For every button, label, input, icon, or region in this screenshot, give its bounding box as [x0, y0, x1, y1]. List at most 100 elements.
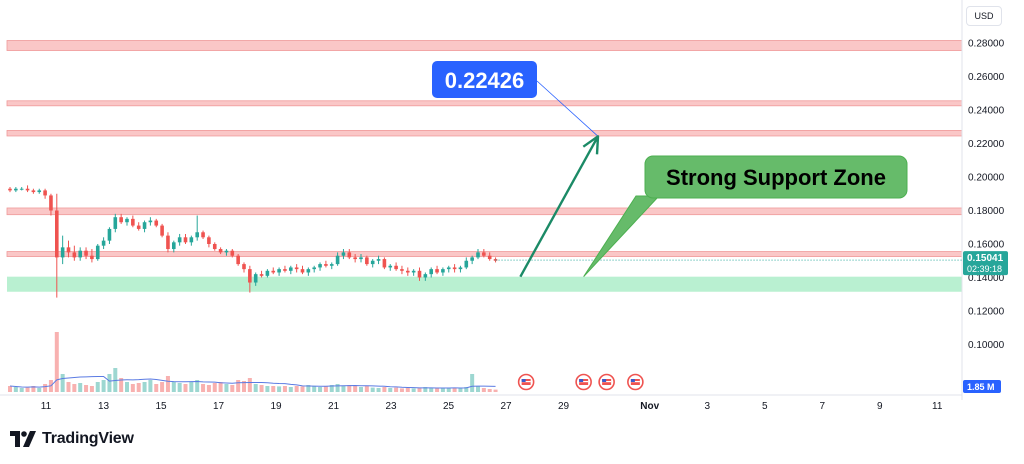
volume-bar	[242, 381, 246, 392]
candle	[201, 230, 205, 239]
candle-body	[376, 259, 381, 261]
candle-body	[148, 220, 153, 223]
candle	[382, 257, 387, 270]
time-tick-label: Nov	[640, 401, 659, 412]
price-tick-label: 0.20000	[968, 173, 1005, 184]
candle	[446, 265, 451, 273]
economic-event-icon[interactable]	[517, 373, 535, 391]
candle	[394, 262, 398, 271]
volume-bar	[288, 387, 293, 392]
candle	[271, 267, 276, 275]
candle-body	[183, 237, 188, 243]
candle	[370, 259, 375, 268]
candle	[470, 255, 474, 265]
time-tick-label: 5	[762, 401, 768, 412]
candle	[207, 235, 211, 248]
time-tick-label: 17	[213, 401, 225, 412]
volume-bar	[72, 384, 77, 392]
target-price-text: 0.22426	[445, 68, 525, 93]
volume-bar	[429, 388, 434, 392]
economic-event-icon[interactable]	[575, 373, 592, 391]
candle-body	[8, 188, 12, 191]
volume-bar	[130, 384, 135, 392]
price-tick-label: 0.28000	[968, 39, 1005, 50]
upward-arrow-head	[582, 135, 600, 155]
volume-bar	[60, 374, 65, 392]
price-tick-label: 0.26000	[968, 72, 1005, 83]
candle	[335, 252, 340, 266]
candle	[242, 262, 246, 273]
candle	[131, 215, 135, 228]
candle	[230, 249, 235, 258]
candle	[78, 247, 82, 261]
economic-event-icon[interactable]	[627, 373, 644, 391]
candle-body	[236, 255, 240, 265]
candle	[300, 265, 305, 275]
candle	[411, 269, 416, 276]
volume-bar	[160, 382, 165, 392]
candle	[435, 265, 439, 275]
candle	[341, 249, 346, 260]
candle	[306, 267, 311, 276]
time-tick-label: 13	[98, 401, 110, 412]
support-zone	[7, 276, 962, 292]
volume-bar	[376, 388, 381, 392]
volume-bar	[405, 388, 410, 392]
candle	[19, 187, 24, 191]
volume-bar	[253, 384, 258, 392]
candle	[417, 267, 422, 281]
candle	[212, 242, 217, 251]
candle-body	[37, 190, 42, 193]
candle	[324, 260, 328, 268]
candle	[253, 272, 258, 286]
brand-name: TradingView	[42, 430, 134, 447]
volume-bar	[136, 383, 141, 392]
candle	[400, 265, 404, 275]
volume-bar	[300, 386, 305, 392]
volume-bar	[277, 386, 282, 392]
candle-body	[470, 257, 474, 261]
candle-body	[90, 255, 94, 260]
volume-bar	[347, 385, 352, 392]
volume-bar	[236, 380, 241, 392]
volume-bar	[107, 374, 112, 392]
candle-body	[43, 190, 47, 196]
candle-body	[113, 217, 118, 229]
volume-bar	[359, 387, 363, 392]
volume-bar	[8, 386, 12, 392]
candle	[136, 222, 141, 231]
tradingview-logo-icon	[10, 431, 36, 447]
candle-body	[382, 259, 387, 268]
candle-body	[452, 267, 457, 270]
candle	[283, 265, 287, 273]
price-tick-label: 0.10000	[968, 340, 1005, 351]
candle	[84, 247, 88, 260]
candle	[154, 218, 159, 228]
candle	[148, 217, 153, 226]
volume-bar	[353, 386, 358, 392]
candle	[107, 227, 112, 244]
volume-bar	[125, 382, 129, 392]
candle	[248, 265, 252, 293]
candle-body	[312, 267, 316, 270]
candle	[458, 265, 463, 273]
candle	[25, 185, 30, 193]
time-tick-label: 11	[41, 401, 52, 412]
price-tick-label: 0.22000	[968, 139, 1005, 150]
time-tick-label: 15	[155, 401, 167, 412]
candle	[60, 235, 65, 265]
volume-bar	[487, 389, 492, 392]
candle-body	[370, 260, 375, 265]
volume-bar	[195, 380, 200, 392]
volume-bar	[382, 387, 387, 392]
volume-bar	[154, 384, 159, 392]
candle-body	[365, 257, 369, 265]
price-tick-label: 0.24000	[968, 106, 1005, 117]
currency-label[interactable]: USD	[966, 6, 1002, 26]
volume-bar	[78, 383, 83, 392]
candle-body	[160, 225, 164, 236]
candle	[464, 257, 469, 270]
candle-body	[259, 274, 264, 276]
economic-event-icon[interactable]	[598, 373, 615, 391]
